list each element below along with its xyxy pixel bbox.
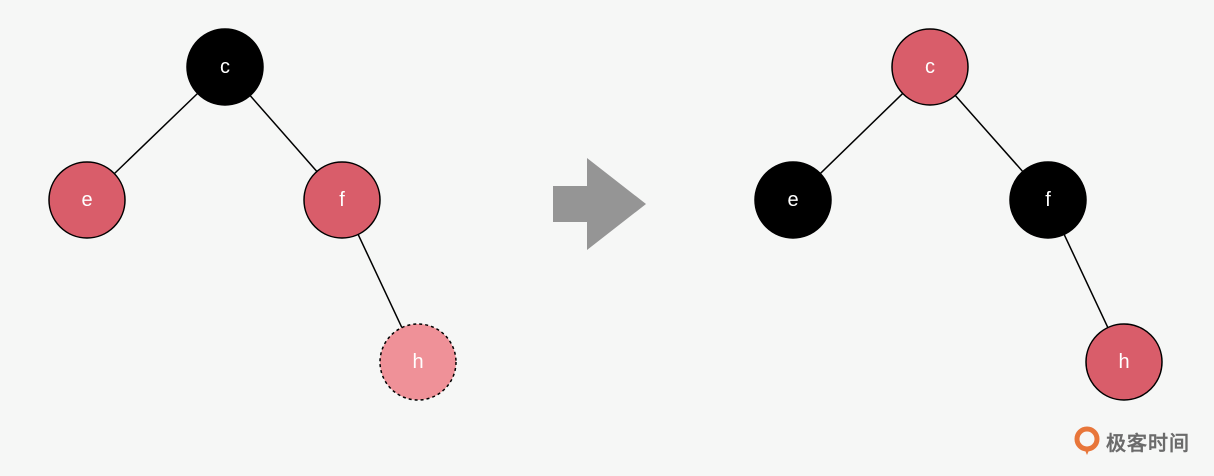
node-circle: [1085, 323, 1163, 401]
node-circle: [303, 161, 381, 239]
node-label: h: [412, 351, 423, 373]
edge-c-f: [249, 95, 318, 172]
node-circle: [48, 161, 126, 239]
node-label: e: [787, 189, 798, 211]
before-tree: c e f h: [48, 28, 457, 401]
edge-c-e: [113, 92, 199, 175]
node-circle: [891, 28, 969, 106]
node-c: c: [186, 28, 264, 106]
edge-f-h: [1063, 234, 1109, 328]
node-label: h: [1118, 351, 1129, 373]
watermark: 极客时间: [1072, 426, 1190, 456]
node-c: c: [891, 28, 969, 106]
node-e: e: [48, 161, 126, 239]
node-f: f: [1009, 161, 1087, 239]
edge-c-f: [954, 94, 1024, 173]
node-circle: [1009, 161, 1087, 239]
node-f: f: [303, 161, 381, 239]
node-label: f: [339, 189, 345, 211]
node-label: c: [925, 56, 935, 78]
node-label: f: [1045, 189, 1051, 211]
right-arrow-icon: [553, 158, 646, 250]
node-label: e: [81, 189, 92, 211]
node-circle: [379, 323, 457, 401]
edge-c-e: [819, 92, 904, 175]
node-circle: [186, 28, 264, 106]
after-tree: c e f h: [754, 28, 1163, 401]
edge-f-h: [357, 234, 403, 328]
watermark-text: 极客时间: [1106, 430, 1190, 455]
node-label: c: [220, 56, 230, 78]
node-h: h: [1085, 323, 1163, 401]
geektime-logo-icon: [1074, 426, 1100, 455]
node-e: e: [754, 161, 832, 239]
node-circle: [754, 161, 832, 239]
node-h: h: [379, 323, 457, 401]
